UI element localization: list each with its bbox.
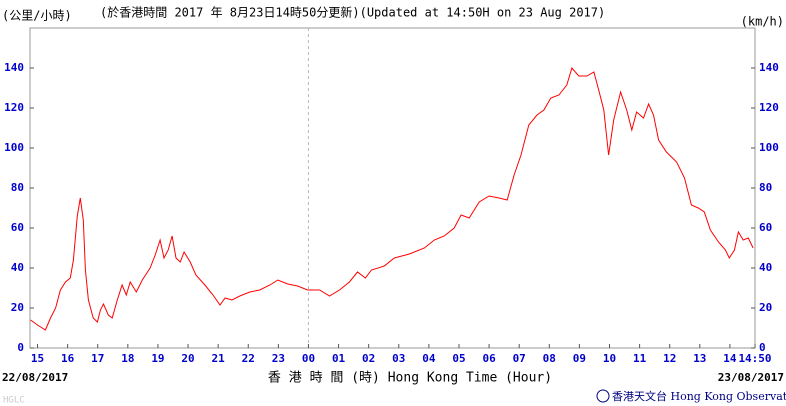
x-tick-label: 00 (302, 352, 315, 365)
y-unit-zh: (公里/小時) (2, 9, 72, 23)
y2-tick-label: 20 (759, 301, 772, 314)
y-tick-label: 140 (4, 61, 24, 74)
x-tick-label: 03 (392, 352, 405, 365)
plot-area (29, 27, 756, 349)
start-date: 22/08/2017 (2, 371, 68, 384)
x-axis-label: 香 港 時 間 (時) Hong Kong Time (Hour) (268, 371, 552, 386)
y-tick-label: 40 (11, 261, 24, 274)
x-tick-label: 19 (151, 352, 164, 365)
y2-tick-label: 80 (759, 181, 772, 194)
y2-tick-label: 40 (759, 261, 772, 274)
credit: 香港天文台 Hong Kong Observatory (612, 389, 786, 403)
y2-tick-label: 120 (759, 101, 779, 114)
y2-tick-label: 140 (759, 61, 779, 74)
y2-tick-label: 100 (759, 141, 779, 154)
y-tick-label: 20 (11, 301, 24, 314)
x-tick-label: 09 (573, 352, 586, 365)
y-tick-label: 60 (11, 221, 24, 234)
x-tick-label: 14:50 (738, 352, 771, 365)
y2-tick-label: 60 (759, 221, 772, 234)
x-tick-label: 16 (61, 352, 75, 365)
x-tick-label: 20 (181, 352, 194, 365)
x-tick-label: 23 (272, 352, 285, 365)
watermark: HGLC (3, 396, 25, 406)
y-tick-label: 100 (4, 141, 24, 154)
x-tick-label: 04 (422, 352, 436, 365)
x-tick-label: 17 (91, 352, 104, 365)
y-tick-label: 0 (17, 341, 24, 354)
x-tick-label: 02 (362, 352, 375, 365)
end-date: 23/08/2017 (718, 371, 784, 384)
x-tick-label: 18 (121, 352, 134, 365)
x-tick-label: 14 (723, 352, 737, 365)
x-tick-label: 07 (513, 352, 526, 365)
x-tick-label: 10 (603, 352, 616, 365)
chart-title: (於香港時間 2017 年 8月23日14時50分更新)(Updated at … (100, 5, 605, 20)
x-tick-label: 12 (663, 352, 676, 365)
x-tick-label: 06 (482, 352, 496, 365)
x-tick-label: 08 (543, 352, 556, 365)
x-tick-label: 01 (332, 352, 346, 365)
x-tick-label: 05 (452, 352, 465, 365)
y2-tick-label: 0 (759, 341, 766, 354)
x-tick-label: 22 (242, 352, 255, 365)
line-series (30, 66, 754, 331)
y-tick-label: 80 (11, 181, 24, 194)
x-tick-label: 21 (212, 352, 226, 365)
x-tick-label: 13 (693, 352, 706, 365)
y-tick-label: 120 (4, 101, 24, 114)
x-tick-label: 15 (31, 352, 44, 365)
logo (596, 389, 610, 403)
y-unit-en: (km/h) (741, 15, 784, 29)
x-tick-label: 11 (633, 352, 647, 365)
